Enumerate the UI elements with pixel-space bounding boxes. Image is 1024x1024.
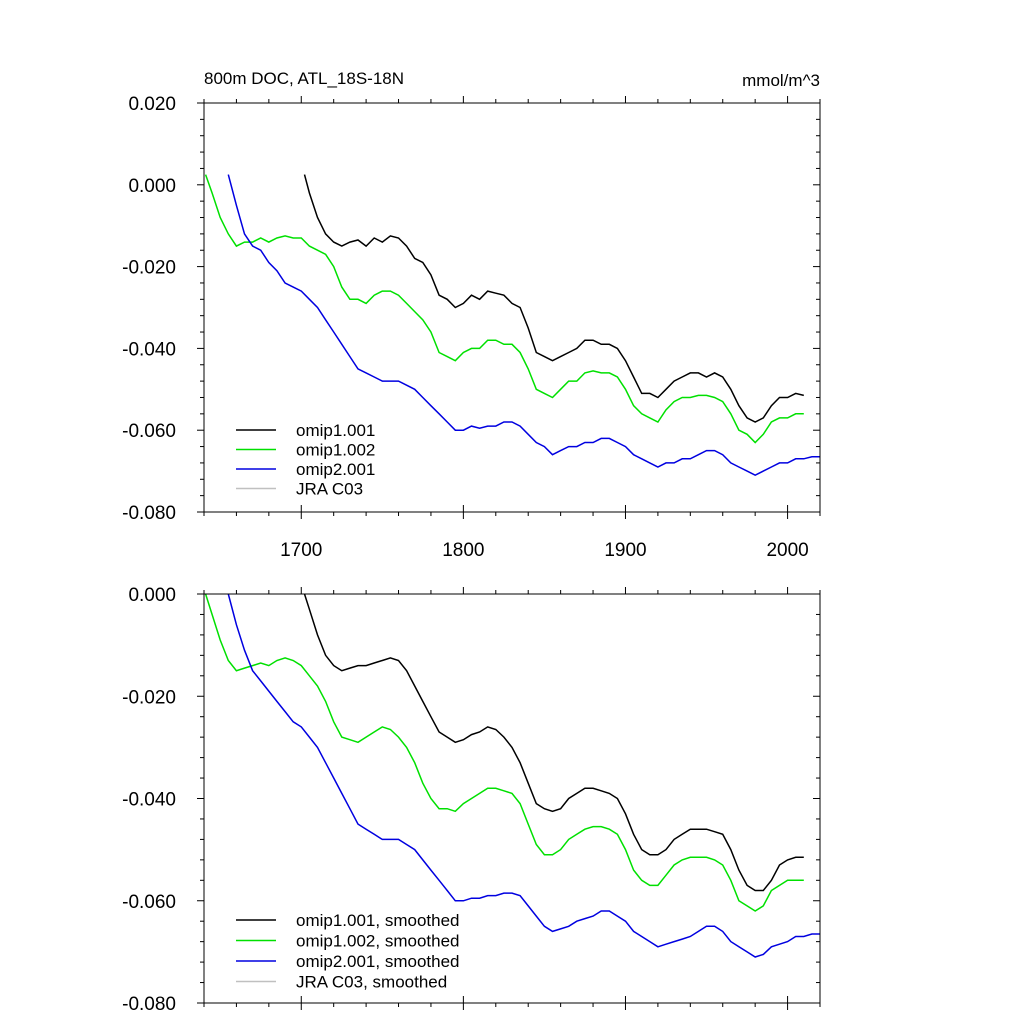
series-line-1-3 [227, 174, 820, 477]
series-line-1-2 [204, 174, 804, 444]
y-tick-label: -0.040 [122, 339, 176, 360]
legend-label: JRA C03, smoothed [296, 973, 447, 992]
legend-label: omip2.001 [296, 460, 375, 479]
x-tick-label: 1800 [442, 540, 484, 561]
chart-title: 800m DOC, ATL_18S-18N [204, 69, 404, 88]
legend-label: omip1.001 [296, 421, 375, 440]
y-tick-label: -0.080 [122, 994, 176, 1015]
x-tick-label: 1700 [280, 540, 322, 561]
y-tick-label: -0.040 [122, 790, 176, 811]
y-tick-label: -0.080 [122, 503, 176, 524]
y-tick-label: 0.020 [128, 94, 176, 115]
chart-panel-1: -0.080 -0.060 -0.040 -0.020 0.000 0.020 1700 18… [122, 94, 821, 561]
chart-panels: -0.080 -0.060 -0.040 -0.020 0.000 0.020 1700 18… [122, 94, 821, 1015]
y-tick-label: -0.060 [122, 421, 176, 442]
y-tick-label: -0.060 [122, 892, 176, 913]
series-line-1-1 [303, 174, 804, 423]
chart-panel-2: -0.080 -0.060 -0.040 -0.020 0.000 omip1.001, … [122, 585, 821, 1015]
series-line-2-1 [303, 593, 804, 892]
y-tick-label: 0.000 [128, 176, 176, 197]
y-tick-label: 0.000 [128, 585, 176, 606]
legend-label: JRA C03 [296, 480, 363, 499]
x-tick-label: 1900 [604, 540, 646, 561]
x-tick-label: 2000 [766, 540, 808, 561]
plot-frame [203, 102, 821, 513]
legend-label: omip1.001, smoothed [296, 911, 460, 930]
chart-units: mmol/m^3 [742, 71, 820, 90]
series-line-2-3 [227, 593, 820, 958]
y-tick-label: -0.020 [122, 258, 176, 279]
legend-label: omip2.001, smoothed [296, 952, 460, 971]
series-line-2-2 [204, 593, 804, 912]
legend-label: omip1.002 [296, 441, 375, 460]
legend-label: omip1.002, smoothed [296, 932, 460, 951]
y-tick-label: -0.020 [122, 687, 176, 708]
legend: omip1.001, smoothed omip1.002, smoothedom… [236, 911, 460, 992]
